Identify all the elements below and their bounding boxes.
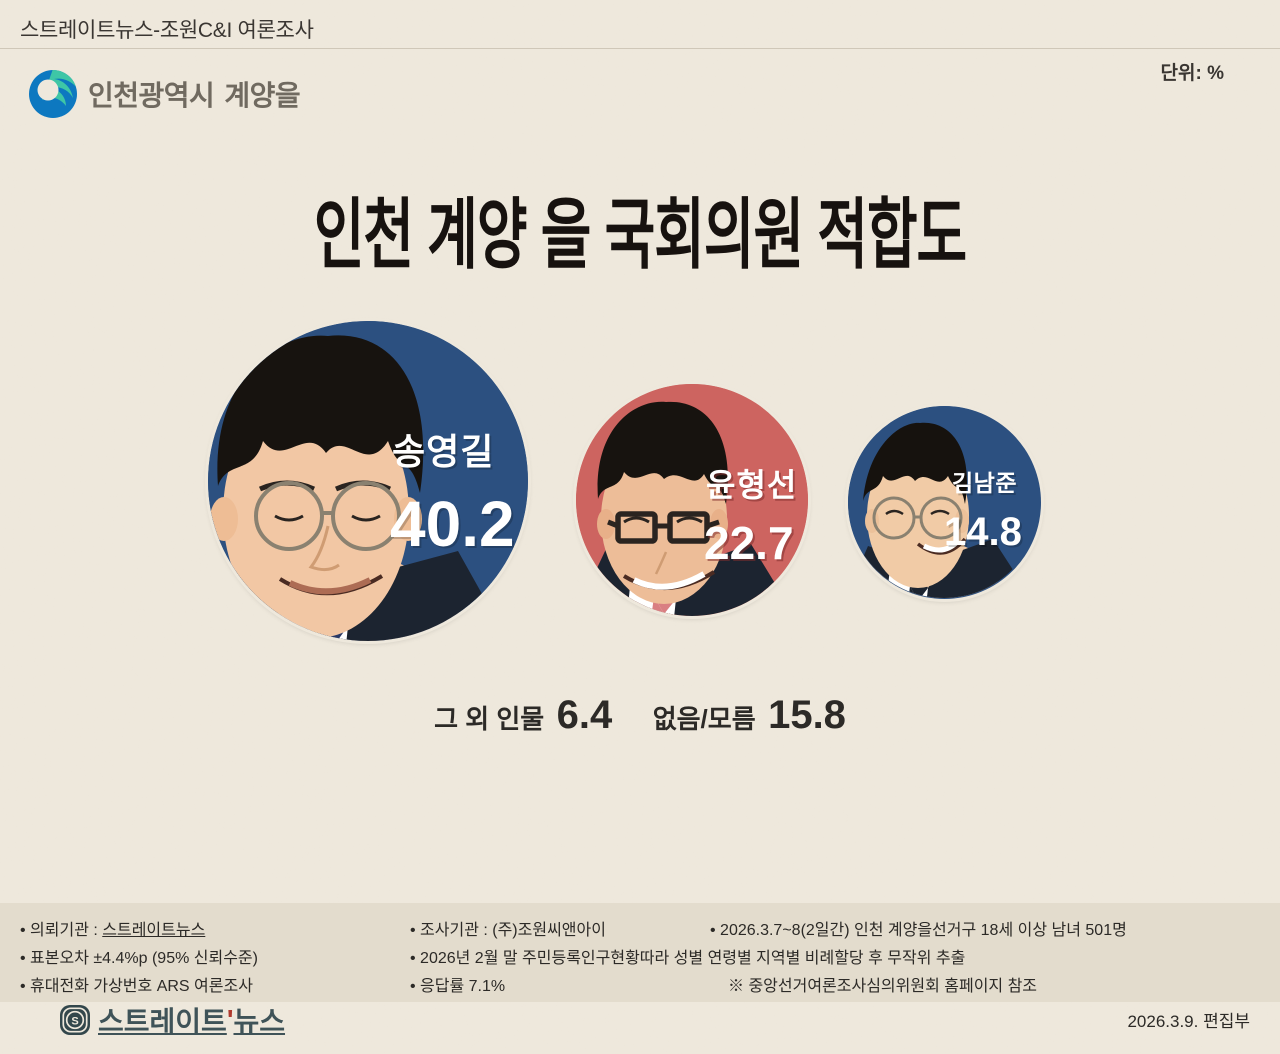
svg-text:S: S (71, 1016, 78, 1028)
